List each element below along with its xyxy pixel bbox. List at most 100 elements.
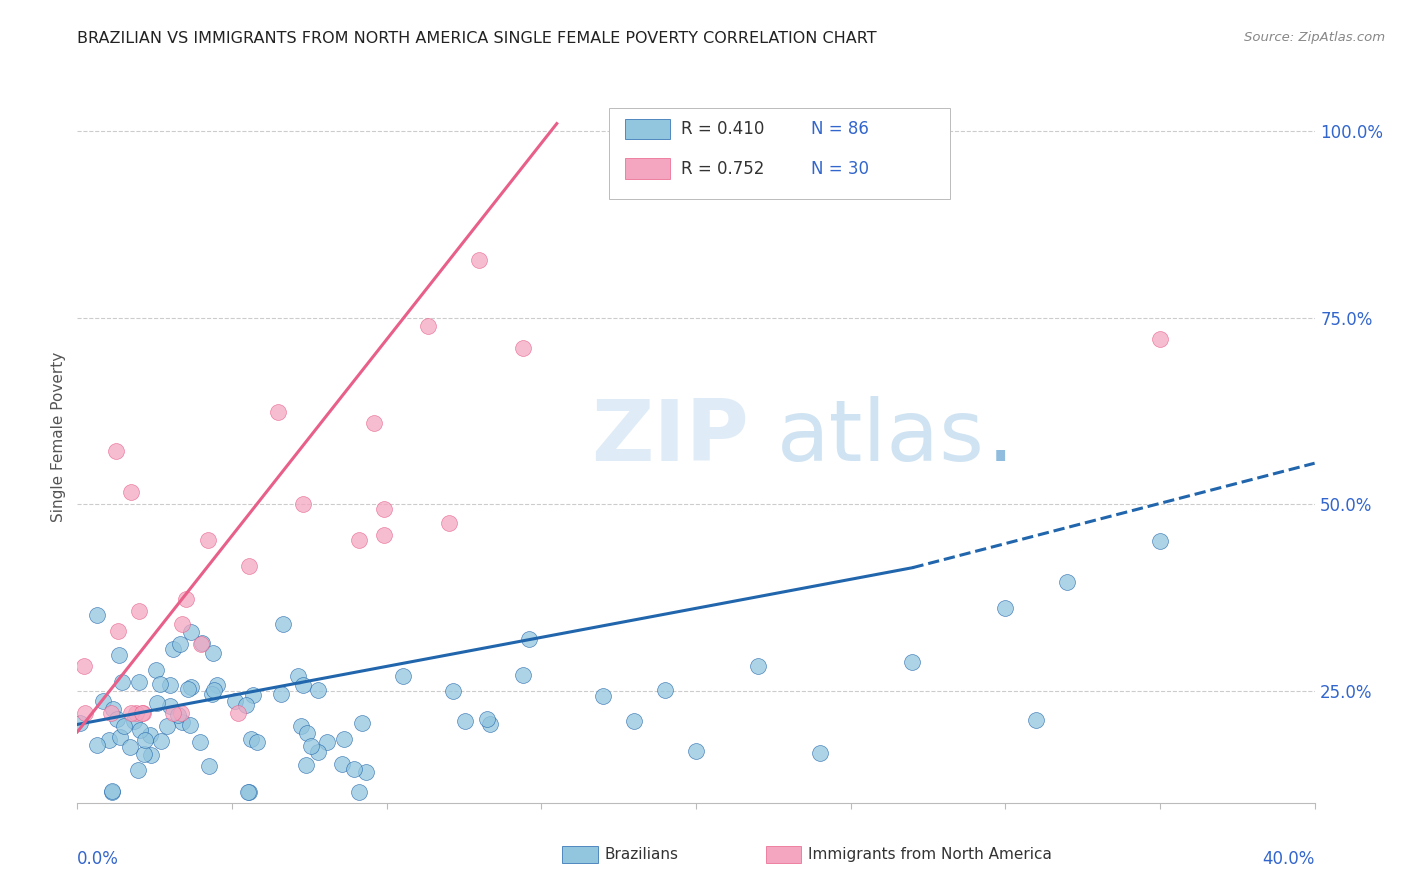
Text: Brazilians: Brazilians: [605, 847, 679, 862]
Point: [176, 591, 198, 606]
Point: [179, 718, 201, 732]
Point: [156, 719, 179, 733]
Point: [134, 733, 156, 747]
Text: 40.0%: 40.0%: [1263, 850, 1315, 868]
Point: [86, 607, 108, 622]
Point: [170, 715, 193, 730]
Point: [454, 714, 477, 728]
Point: [226, 706, 249, 721]
Point: [69, 716, 91, 731]
FancyBboxPatch shape: [626, 159, 671, 179]
Point: [519, 632, 541, 647]
Point: [1149, 332, 1171, 346]
Point: [120, 484, 142, 499]
Text: 0.0%: 0.0%: [77, 850, 120, 868]
Point: [172, 616, 194, 631]
Point: [101, 784, 124, 798]
Point: [238, 784, 260, 798]
Text: N = 30: N = 30: [811, 160, 869, 178]
Point: [122, 714, 145, 728]
Point: [242, 688, 264, 702]
Point: [167, 708, 190, 723]
Point: [271, 617, 294, 632]
Point: [685, 744, 707, 758]
Point: [238, 558, 260, 573]
Point: [391, 669, 413, 683]
Point: [198, 759, 221, 773]
Point: [747, 659, 769, 673]
Point: [478, 717, 501, 731]
Point: [347, 784, 370, 798]
Point: [202, 646, 225, 660]
Point: [1056, 574, 1078, 589]
Point: [118, 739, 141, 754]
Point: [188, 735, 211, 749]
Point: [86, 738, 108, 752]
Point: [267, 405, 290, 419]
Point: [287, 669, 309, 683]
Point: [342, 762, 364, 776]
Point: [107, 624, 129, 638]
Text: atlas: atlas: [776, 395, 984, 479]
Point: [101, 702, 124, 716]
Text: N = 86: N = 86: [811, 120, 869, 138]
Text: R = 0.752: R = 0.752: [681, 160, 765, 178]
Point: [349, 533, 371, 548]
Point: [197, 533, 219, 548]
Point: [654, 683, 676, 698]
Point: [468, 253, 491, 268]
Point: [190, 636, 212, 650]
Point: [125, 706, 148, 721]
Point: [373, 502, 395, 516]
Text: BRAZILIAN VS IMMIGRANTS FROM NORTH AMERICA SINGLE FEMALE POVERTY CORRELATION CHA: BRAZILIAN VS IMMIGRANTS FROM NORTH AMERI…: [77, 31, 877, 46]
Point: [149, 677, 172, 691]
Point: [180, 680, 202, 694]
Point: [112, 719, 135, 733]
FancyBboxPatch shape: [626, 119, 671, 139]
Point: [363, 417, 385, 431]
Point: [592, 689, 614, 703]
Point: [129, 723, 152, 737]
Point: [180, 624, 202, 639]
Point: [128, 604, 150, 618]
Point: [443, 684, 465, 698]
Point: [91, 694, 114, 708]
Point: [100, 706, 122, 721]
Point: [330, 756, 353, 771]
Point: [205, 678, 228, 692]
Point: [128, 674, 150, 689]
Point: [131, 706, 153, 721]
Point: [169, 637, 191, 651]
Point: [108, 648, 131, 662]
Point: [307, 682, 329, 697]
Y-axis label: Single Female Poverty: Single Female Poverty: [51, 352, 66, 522]
Point: [162, 706, 184, 721]
FancyBboxPatch shape: [609, 108, 949, 200]
Point: [98, 732, 121, 747]
Point: [350, 716, 373, 731]
Point: [202, 682, 225, 697]
Point: [73, 658, 96, 673]
Point: [290, 719, 312, 733]
Point: [295, 758, 318, 772]
Point: [373, 528, 395, 542]
Point: [295, 726, 318, 740]
Point: [477, 712, 499, 726]
Point: [512, 341, 534, 355]
Point: [200, 687, 222, 701]
Point: [416, 318, 439, 333]
Point: [190, 636, 212, 650]
Point: [159, 698, 181, 713]
Point: [105, 712, 128, 726]
Point: [307, 745, 329, 759]
Point: [127, 763, 149, 777]
Point: [236, 784, 259, 798]
Text: Immigrants from North America: Immigrants from North America: [808, 847, 1052, 862]
Point: [141, 747, 163, 762]
Point: [994, 600, 1017, 615]
Point: [512, 667, 534, 681]
Point: [139, 728, 162, 742]
Point: [104, 443, 127, 458]
Point: [623, 714, 645, 728]
Point: [1025, 713, 1047, 727]
